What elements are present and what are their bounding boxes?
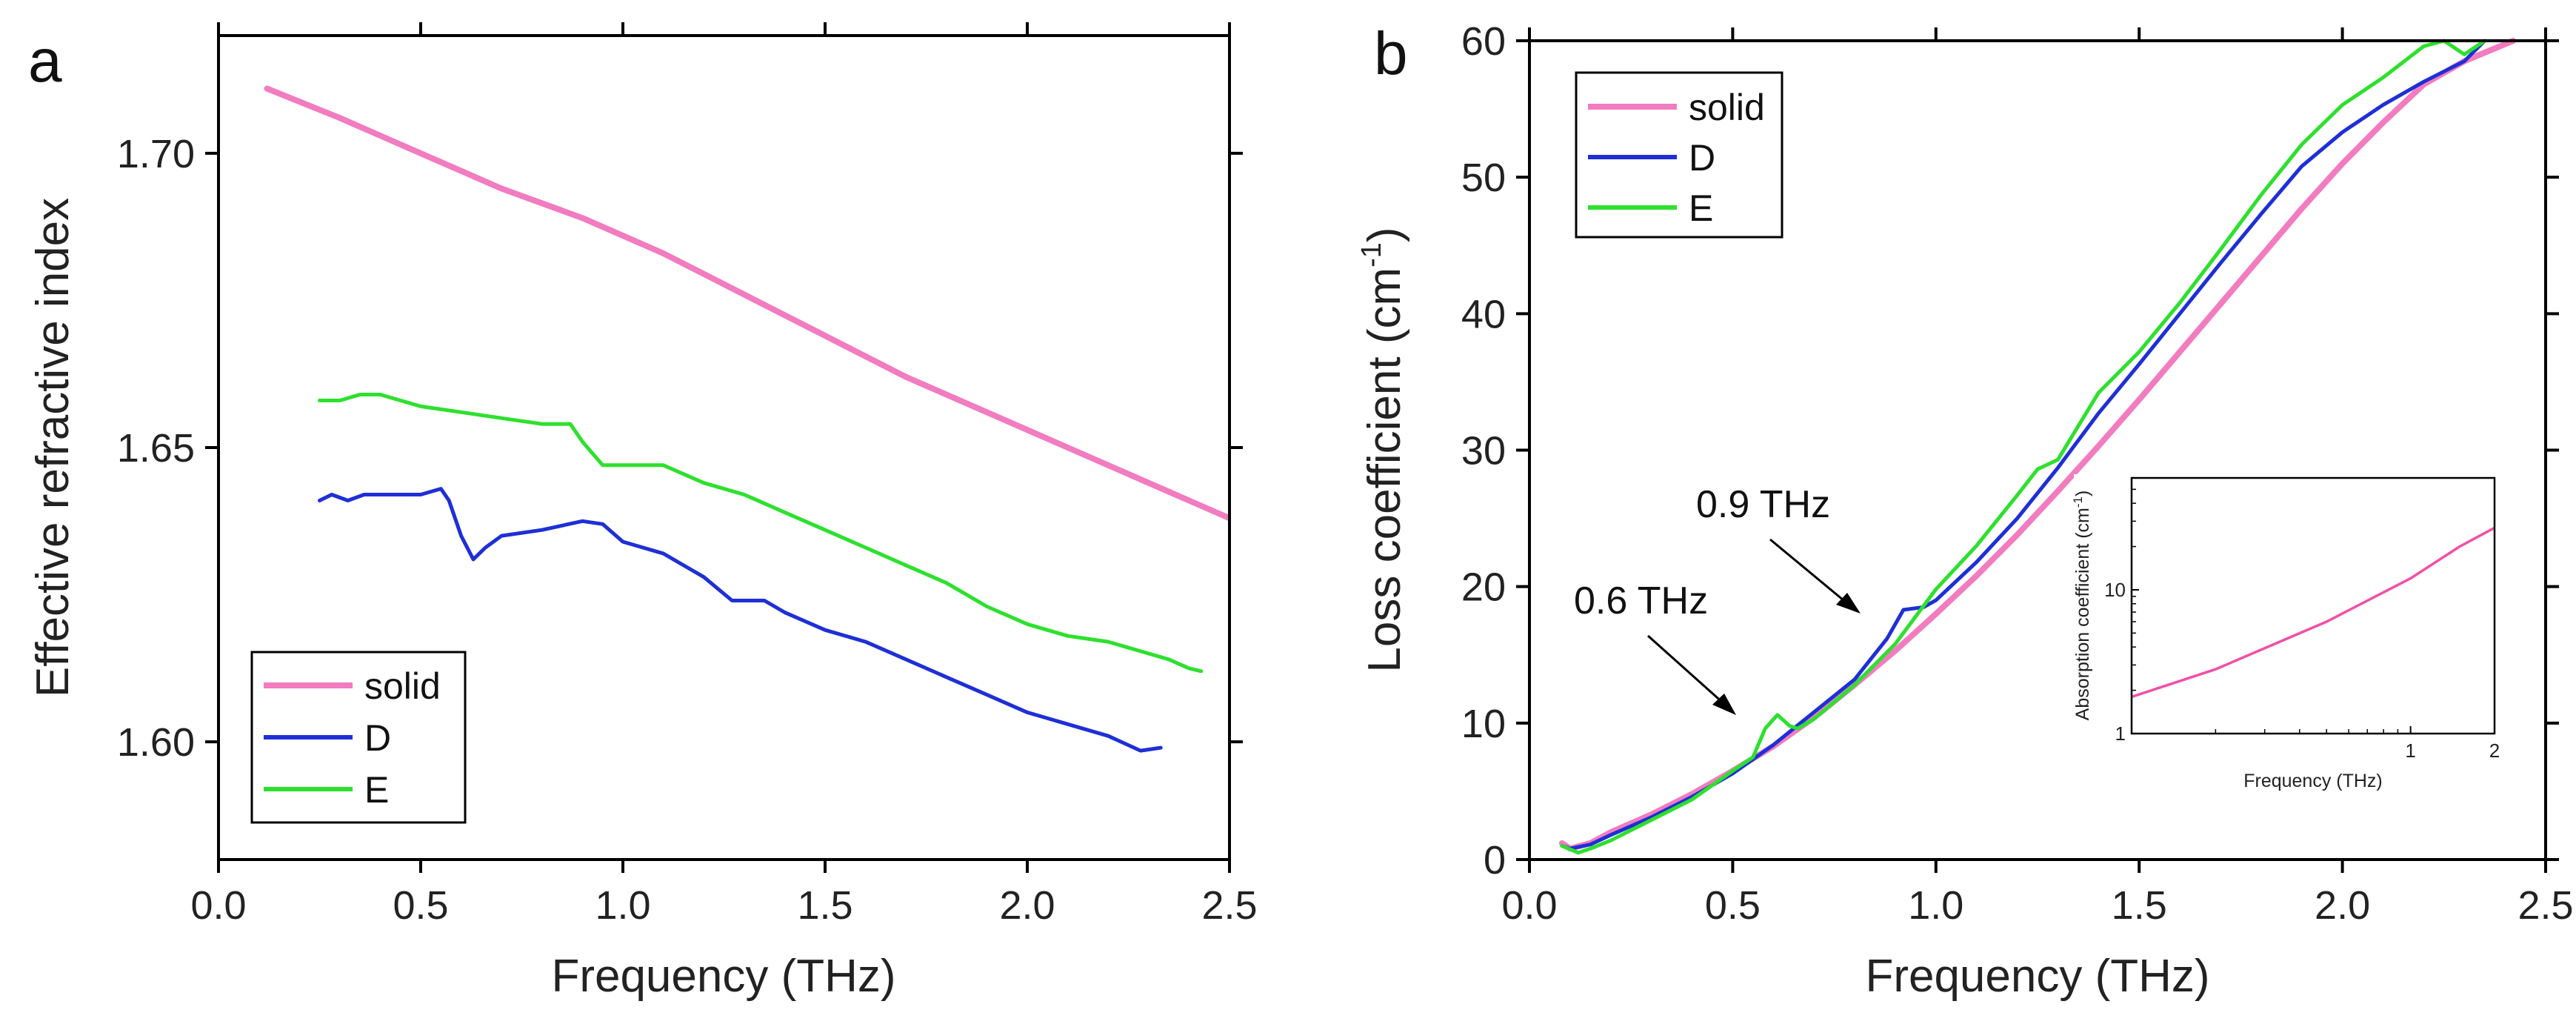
annotation-0-9-thz-label: 0.9 THz xyxy=(1696,483,1830,526)
panel-a-series-e xyxy=(318,393,1204,674)
inset-series xyxy=(2131,526,2495,699)
panel-b-x-tick-label: 0.0 xyxy=(1501,883,1557,928)
inset-y-axis-label-sup: -1 xyxy=(2071,496,2085,508)
inset-y-axis-label-main: Absorption coefficient (cm xyxy=(2072,508,2093,720)
panel-b-y-axis-label-end: ) xyxy=(1359,227,1410,242)
annotation-0-6-thz-arrowhead xyxy=(1712,694,1736,715)
panel-a-x-tick-label: 1.5 xyxy=(797,883,852,928)
panel-b-y-axis-label-sup: -1 xyxy=(1356,242,1387,267)
panel-a-y-tick-label: 1.70 xyxy=(117,132,195,176)
panel-b-series xyxy=(1558,38,2517,855)
panel-a-legend: solid D E xyxy=(250,651,467,824)
inset-background xyxy=(2074,474,2498,797)
annotation-0-9-thz-arrow-line xyxy=(1769,538,1849,605)
panel-b-series-solid xyxy=(1558,38,2517,852)
panel-b-x-axis-label: Frequency (THz) xyxy=(1865,951,2209,1002)
panel-a-ticks: 0.0 0.5 1.0 1.5 2.0 2.5 1.60 1.65 1.70 xyxy=(117,22,1258,928)
panel-a-x-axis-label: Frequency (THz) xyxy=(551,951,895,1002)
panel-b-frame xyxy=(1528,39,2547,861)
panel-b-x-tick-label: 2.0 xyxy=(2315,883,2370,928)
panel-b-x-tick-label: 1.0 xyxy=(1908,883,1963,928)
inset-y-tick-label: 10 xyxy=(2104,579,2126,601)
panel-b-annotations: 0.6 THz 0.9 THz xyxy=(1574,483,1861,715)
panel-b-y-tick-label: 40 xyxy=(1461,292,1506,336)
panel-a-x-tick-label: 0.5 xyxy=(393,883,448,928)
panel-a-label: a xyxy=(28,27,62,95)
panel-a-legend-label-e: E xyxy=(364,769,389,811)
panel-b: b 0.0 0.5 1.0 1.5 2.0 2.5 0 10 20 30 40 50 60 Freque… xyxy=(1356,19,2574,1002)
panel-b-y-tick-label: 30 xyxy=(1461,429,1506,473)
panel-b-label: b xyxy=(1374,20,1408,87)
annotation-0-9-thz-arrowhead xyxy=(1836,593,1861,614)
panel-b-y-axis-label: Loss coefficient (cm-1) xyxy=(1356,227,1410,672)
panel-a-y-tick-label: 1.60 xyxy=(117,720,195,765)
panel-a-legend-label-d: D xyxy=(364,717,391,759)
inset-frame xyxy=(2130,476,2496,735)
panel-b-y-tick-label: 0 xyxy=(1484,838,1506,883)
inset-x-tick-label: 2 xyxy=(2489,739,2500,762)
panel-a-series-d xyxy=(318,487,1163,753)
panel-a-series-solid xyxy=(264,85,1229,522)
panel-a-x-tick-label: 2.0 xyxy=(999,883,1055,928)
panel-a-x-tick-label: 2.5 xyxy=(1201,883,1257,928)
panel-b-x-tick-label: 1.5 xyxy=(2112,883,2167,928)
panel-b-x-tick-label: 0.5 xyxy=(1705,883,1761,928)
panel-a-y-tick-label: 1.65 xyxy=(117,426,195,471)
panel-a-y-axis-label: Effective refractive index xyxy=(27,198,79,697)
inset-y-axis-label-end: ) xyxy=(2072,491,2093,496)
inset-series-absorption xyxy=(2131,526,2495,699)
panel-b-y-axis-label-main: Loss coefficient (cm xyxy=(1359,267,1410,673)
annotation-0-6-thz-label: 0.6 THz xyxy=(1574,579,1708,622)
panel-b-legend-label-solid: solid xyxy=(1689,87,1765,128)
panel-a: a 0.0 0.5 1.0 1.5 2.0 2.5 1.60 1.65 1.70 Frequen… xyxy=(27,22,1258,1002)
panel-a-frame xyxy=(217,34,1231,861)
panel-a-series xyxy=(264,85,1229,753)
panel-b-legend-label-d: D xyxy=(1689,137,1715,179)
panel-b-y-tick-label: 50 xyxy=(1461,156,1506,200)
panel-b-y-tick-label: 10 xyxy=(1461,702,1506,746)
inset-x-tick-label: 1 xyxy=(2405,739,2415,762)
panel-b-y-tick-label: 60 xyxy=(1461,19,1506,64)
panel-b-y-tick-label: 20 xyxy=(1461,565,1506,610)
panel-b-series-d xyxy=(1560,39,2487,851)
panel-b-legend-label-e: E xyxy=(1689,187,1713,229)
panel-a-x-tick-label: 1.0 xyxy=(595,883,650,928)
inset-x-axis-label: Frequency (THz) xyxy=(2243,771,2383,791)
panel-b-ticks: 0.0 0.5 1.0 1.5 2.0 2.5 0 10 20 30 40 50 60 xyxy=(1461,19,2574,928)
panel-b-x-tick-label: 2.5 xyxy=(2517,883,2573,928)
inset-y-tick-label: 1 xyxy=(2115,722,2126,745)
panel-a-legend-label-solid: solid xyxy=(364,665,441,707)
annotation-0-6-thz-arrow-line xyxy=(1647,634,1725,705)
panel-a-x-tick-label: 0.0 xyxy=(190,883,246,928)
panel-b-legend: solid D E xyxy=(1575,71,1783,239)
panel-b-series-e xyxy=(1560,39,2487,855)
panel-b-inset: 1 2 1 10 Frequency (THz) Absorption coeffic… xyxy=(2071,474,2500,797)
inset-y-axis-label: Absorption coefficient (cm-1) xyxy=(2071,491,2093,721)
